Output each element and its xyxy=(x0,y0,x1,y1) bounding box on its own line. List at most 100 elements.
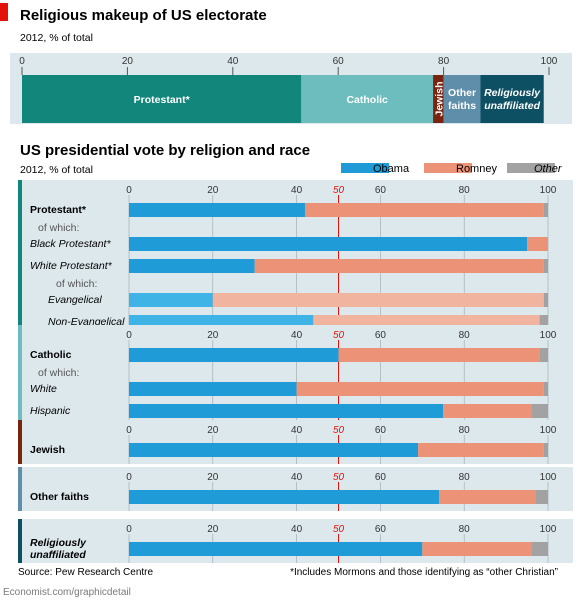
tick-label-jewish: 100 xyxy=(540,425,557,436)
bar-romney-other-faiths xyxy=(439,490,536,504)
row-label-jewish: Jewish xyxy=(30,444,65,456)
bar-romney-white-protestant xyxy=(254,259,544,273)
credit-line: Economist.com/graphicdetail xyxy=(3,587,131,598)
bar-romney-jewish xyxy=(418,443,544,457)
tick-label-other-faiths: 50 xyxy=(333,472,345,483)
row-label-religiously-unaffiliated: unaffiliated xyxy=(30,549,86,561)
row-label-catholic: Catholic xyxy=(30,349,72,361)
group-color-bar-protestant xyxy=(18,180,22,336)
row-label-black-protestant: Black Protestant* xyxy=(30,238,111,250)
chart2-title: US presidential vote by religion and rac… xyxy=(20,142,310,159)
segment-jewish xyxy=(433,75,444,123)
source-note: Source: Pew Research Centre xyxy=(18,567,154,578)
chart1-tick-label: 20 xyxy=(122,56,134,67)
bar-obama-white-protestant xyxy=(129,259,255,273)
row-note: of which: xyxy=(38,222,79,234)
bar-obama-black-protestant xyxy=(129,237,528,251)
legend-label-obama: Obama xyxy=(373,163,410,175)
bar-romney-black-protestant xyxy=(527,237,548,251)
legend-label-romney: Romney xyxy=(456,163,497,175)
row-label-religiously-unaffiliated: Religiously xyxy=(30,537,87,549)
tick-label-jewish: 80 xyxy=(459,425,471,436)
row-note: of which: xyxy=(38,367,79,379)
tick-label-other-faiths: 40 xyxy=(291,472,303,483)
chart-svg: Religious makeup of US electorate 2012, %… xyxy=(0,3,573,578)
row-label-white: White xyxy=(30,383,57,395)
bar-obama-protestant xyxy=(129,203,305,217)
tick-label-religiously-unaffiliated: 50 xyxy=(333,524,345,535)
bar-obama-catholic xyxy=(129,348,339,362)
accent-mark xyxy=(0,3,8,21)
chart1-tick-label: 0 xyxy=(19,56,25,67)
row-label-evangelical: Evangelical xyxy=(48,294,102,306)
group-color-bar-jewish xyxy=(18,420,22,464)
tick-label-religiously-unaffiliated: 40 xyxy=(291,524,303,535)
tick-label-catholic: 50 xyxy=(333,330,345,341)
tick-label-religiously-unaffiliated: 60 xyxy=(375,524,387,535)
tick-label-protestant: 100 xyxy=(540,185,557,196)
tick-label-jewish: 40 xyxy=(291,425,303,436)
bar-obama-other-faiths xyxy=(129,490,440,504)
tick-label-jewish: 60 xyxy=(375,425,387,436)
bar-romney-evangelical xyxy=(212,293,544,307)
bar-obama-white xyxy=(129,382,297,396)
bar-obama-religiously-unaffiliated xyxy=(129,542,423,556)
tick-label-protestant: 50 xyxy=(333,185,345,196)
segment-label-jewish: Jewish xyxy=(433,81,445,116)
bar-other-white-protestant xyxy=(543,259,548,273)
tick-label-religiously-unaffiliated: 20 xyxy=(207,524,219,535)
legend-swatch-obama xyxy=(341,163,389,173)
segment-label-religiously-unaffiliated: unaffiliated xyxy=(484,100,540,112)
chart1-subtitle: 2012, % of total xyxy=(20,32,93,44)
legend-swatch-romney xyxy=(424,163,472,173)
bar-other-catholic xyxy=(539,348,548,362)
tick-label-other-faiths: 80 xyxy=(459,472,471,483)
tick-label-catholic: 100 xyxy=(540,330,557,341)
bar-obama-jewish xyxy=(129,443,419,457)
bar-other-white xyxy=(543,382,548,396)
segment-label-other-faiths: Other xyxy=(448,87,476,99)
chart1-tick-label: 80 xyxy=(438,56,450,67)
tick-label-other-faiths: 20 xyxy=(207,472,219,483)
tick-label-jewish: 0 xyxy=(126,425,132,436)
group-color-bar-religiously-unaffiliated xyxy=(18,519,22,563)
tick-label-catholic: 20 xyxy=(207,330,219,341)
tick-label-jewish: 50 xyxy=(333,425,345,436)
row-label-white-protestant: White Protestant* xyxy=(30,260,113,272)
segment-label-religiously-unaffiliated: Religiously xyxy=(484,87,541,99)
segment-label-protestant: Protestant* xyxy=(134,94,191,106)
row-label-protestant: Protestant* xyxy=(30,204,87,216)
legend-swatch-other xyxy=(507,163,555,173)
row-note: of which: xyxy=(56,278,97,290)
bar-other-evangelical xyxy=(543,293,548,307)
bar-romney-white xyxy=(296,382,544,396)
tick-label-jewish: 20 xyxy=(207,425,219,436)
bar-romney-protestant xyxy=(304,203,544,217)
chart1-tick-label: 100 xyxy=(541,56,558,67)
legend-label-other: Other xyxy=(534,163,563,175)
bar-obama-hispanic xyxy=(129,404,444,418)
tick-label-protestant: 40 xyxy=(291,185,303,196)
tick-label-catholic: 60 xyxy=(375,330,387,341)
row-label-other-faiths: Other faiths xyxy=(30,491,89,503)
tick-label-catholic: 80 xyxy=(459,330,471,341)
tick-label-protestant: 20 xyxy=(207,185,219,196)
bar-obama-evangelical xyxy=(129,293,213,307)
tick-label-protestant: 0 xyxy=(126,185,132,196)
tick-label-catholic: 0 xyxy=(126,330,132,341)
group-color-bar-other-faiths xyxy=(18,467,22,511)
row-label-hispanic: Hispanic xyxy=(30,405,71,417)
bar-other-protestant xyxy=(543,203,548,217)
bar-other-non-evangelical xyxy=(539,315,548,329)
chart1-tick-label: 60 xyxy=(333,56,345,67)
bar-other-other-faiths xyxy=(535,490,548,504)
chart1-tick-label: 40 xyxy=(227,56,239,67)
footnote: *Includes Mormons and those identifying … xyxy=(290,567,558,578)
tick-label-religiously-unaffiliated: 80 xyxy=(459,524,471,535)
bar-romney-religiously-unaffiliated xyxy=(422,542,532,556)
tick-label-protestant: 60 xyxy=(375,185,387,196)
chart2-subtitle: 2012, % of total xyxy=(20,164,93,176)
tick-label-other-faiths: 60 xyxy=(375,472,387,483)
tick-label-catholic: 40 xyxy=(291,330,303,341)
segment-religiously-unaffiliated xyxy=(480,75,544,123)
